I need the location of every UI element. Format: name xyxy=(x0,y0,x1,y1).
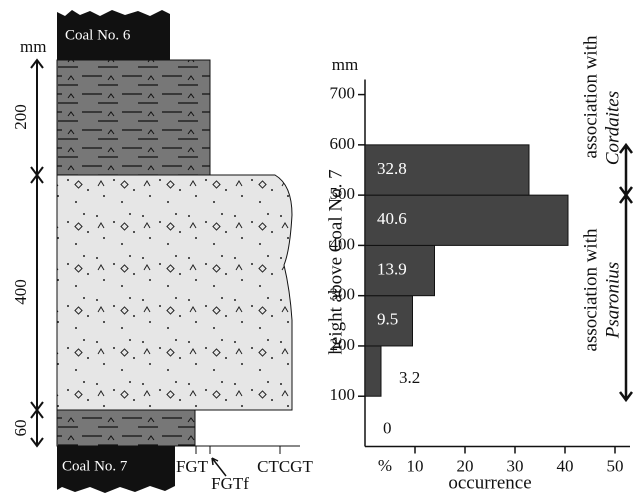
shale-upper xyxy=(57,60,210,175)
thickness-label: 60 xyxy=(11,420,30,437)
value-label: 40.6 xyxy=(377,209,407,228)
figure: Coal No. 6 Coal No. 7 mm 200 400 60 FGT … xyxy=(0,0,633,493)
x-axis-label: occurrence xyxy=(448,472,531,493)
value-label: 9.5 xyxy=(377,310,398,329)
x-tick-label: 20 xyxy=(457,456,474,475)
value-label: 3.2 xyxy=(399,368,420,387)
y-tick-label: 100 xyxy=(330,385,356,404)
annotation-taxon: Psaronius xyxy=(602,262,623,339)
column-unit: mm xyxy=(20,37,46,56)
value-label: 0 xyxy=(383,418,392,437)
shale-lower xyxy=(57,410,195,446)
x-tick-label: 30 xyxy=(507,456,524,475)
grain-label: FGT xyxy=(176,457,209,476)
value-label: 32.8 xyxy=(377,159,407,178)
x-tick-label: 10 xyxy=(407,456,424,475)
strat-column: Coal No. 6 Coal No. 7 mm 200 400 60 FGT … xyxy=(11,10,314,493)
bar xyxy=(365,346,381,396)
x-unit: % xyxy=(378,456,392,475)
sandstone xyxy=(57,175,292,410)
y-tick-label: 600 xyxy=(330,134,356,153)
y-tick-label: 700 xyxy=(330,83,356,102)
x-tick-label: 50 xyxy=(607,456,624,475)
y-tick-label: 500 xyxy=(330,184,356,203)
grain-label: CTCGT xyxy=(257,457,313,476)
y-tick-label: 300 xyxy=(330,285,356,304)
thickness-label: 400 xyxy=(11,279,30,305)
value-label: 13.9 xyxy=(377,259,407,278)
annotation-taxon: Cordaites xyxy=(602,91,623,165)
coal-6-label: Coal No. 6 xyxy=(65,27,131,43)
thickness-label: 200 xyxy=(11,104,30,130)
x-tick-label: 40 xyxy=(557,456,574,475)
y-unit: mm xyxy=(332,55,358,74)
annotation: association with xyxy=(580,35,601,158)
annotation-arrow xyxy=(620,145,632,195)
thickness-arrows xyxy=(31,60,43,446)
coal-7-label: Coal No. 7 xyxy=(62,458,128,474)
grain-label: FGTf xyxy=(211,474,249,493)
y-tick-label: 400 xyxy=(330,234,356,253)
y-tick-label: 200 xyxy=(330,335,356,354)
annotation: association with xyxy=(580,228,601,351)
